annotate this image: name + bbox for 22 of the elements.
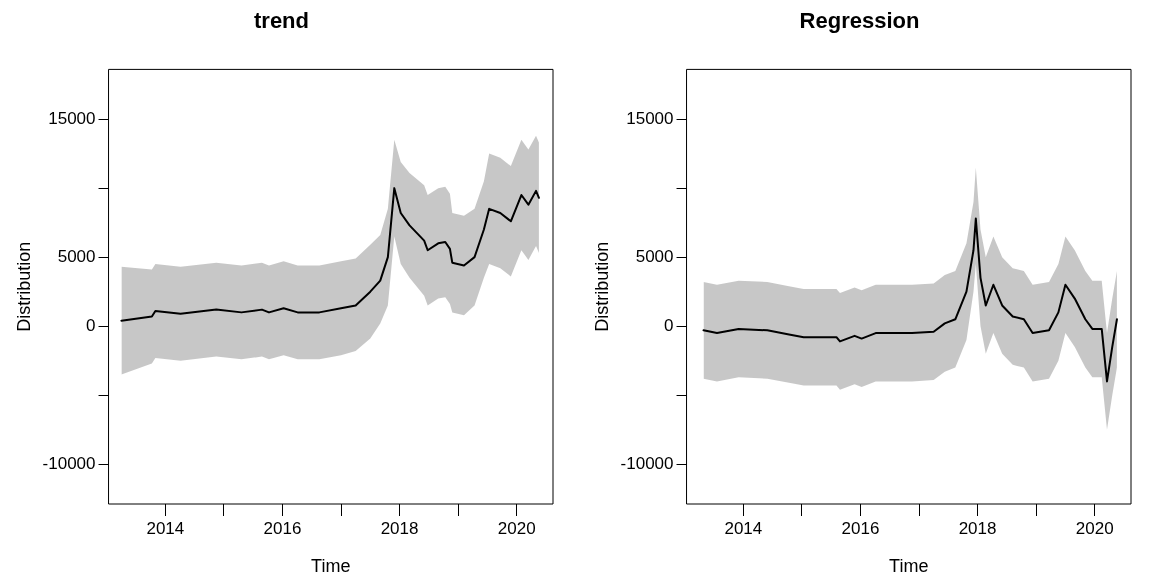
y-axis-title: Distribution — [591, 241, 612, 332]
x-tick-label: 2018 — [380, 518, 419, 538]
y-tick-label: 5000 — [635, 246, 674, 266]
y-axis-title: Distribution — [13, 241, 34, 332]
x-tick-label: 2016 — [841, 518, 880, 538]
chart-title: Regression — [799, 8, 920, 34]
x-axis-title: Time — [311, 556, 351, 577]
y-tick-label: 0 — [664, 315, 674, 335]
y-tick-label: -10000 — [42, 453, 96, 473]
y-tick-label: -10000 — [620, 453, 674, 473]
x-axis-title: Time — [889, 556, 929, 577]
y-tick-label: 15000 — [626, 108, 674, 128]
x-tick-label: 2016 — [263, 518, 302, 538]
chart-title: trend — [254, 8, 309, 34]
x-tick-label: 2020 — [1075, 518, 1114, 538]
x-tick-label: 2014 — [146, 518, 185, 538]
x-tick-label: 2020 — [497, 518, 536, 538]
y-tick-label: 0 — [86, 315, 96, 335]
x-tick-label: 2018 — [958, 518, 997, 538]
x-tick-label: 2014 — [724, 518, 763, 538]
y-tick-label: 15000 — [48, 108, 96, 128]
y-tick-label: 5000 — [57, 246, 96, 266]
